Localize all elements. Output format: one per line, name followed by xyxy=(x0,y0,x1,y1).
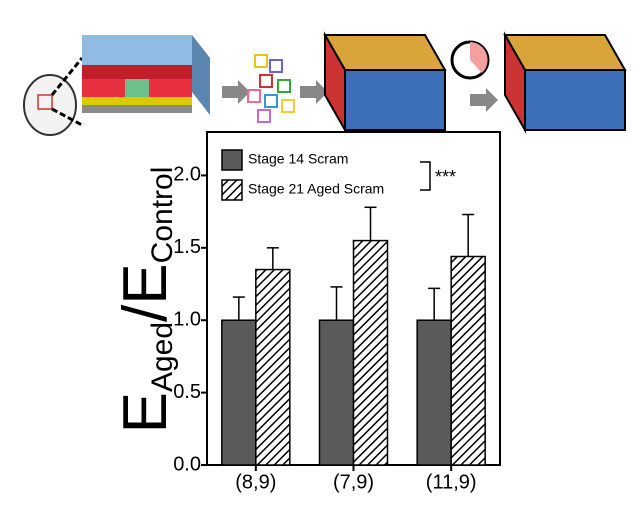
y-tick-label: 2.0 xyxy=(173,164,201,186)
y-tick-label: 1.0 xyxy=(173,308,201,330)
bar xyxy=(255,268,291,466)
bar xyxy=(352,239,389,466)
annotation: *** xyxy=(435,167,456,187)
bar xyxy=(416,319,452,466)
y-tick-label: 0.0 xyxy=(173,453,201,475)
bar xyxy=(450,255,486,466)
illustration xyxy=(23,31,627,136)
legend-label: Stage 14 Scram xyxy=(248,151,348,167)
legend-swatch xyxy=(221,149,243,171)
x-tick-label: (7,9) xyxy=(333,471,374,493)
y-label-part: /E xyxy=(111,263,180,322)
bar xyxy=(318,319,355,466)
legend-swatch xyxy=(221,179,243,201)
y-label-subscript: Control xyxy=(146,167,179,264)
legend-label: Stage 21 Aged Scram xyxy=(248,181,384,197)
x-tick-label: (11,9) xyxy=(426,471,477,493)
y-tick-label: 0.5 xyxy=(173,381,201,403)
bar xyxy=(221,319,257,466)
x-tick-label: (8,9) xyxy=(235,471,276,493)
significance-bracket xyxy=(420,161,431,191)
y-tick-label: 1.5 xyxy=(173,236,201,258)
y-label-subscript: Aged xyxy=(146,322,179,392)
y-label-part: E xyxy=(111,392,180,433)
y-axis-label: EAged/EControl xyxy=(111,167,180,434)
